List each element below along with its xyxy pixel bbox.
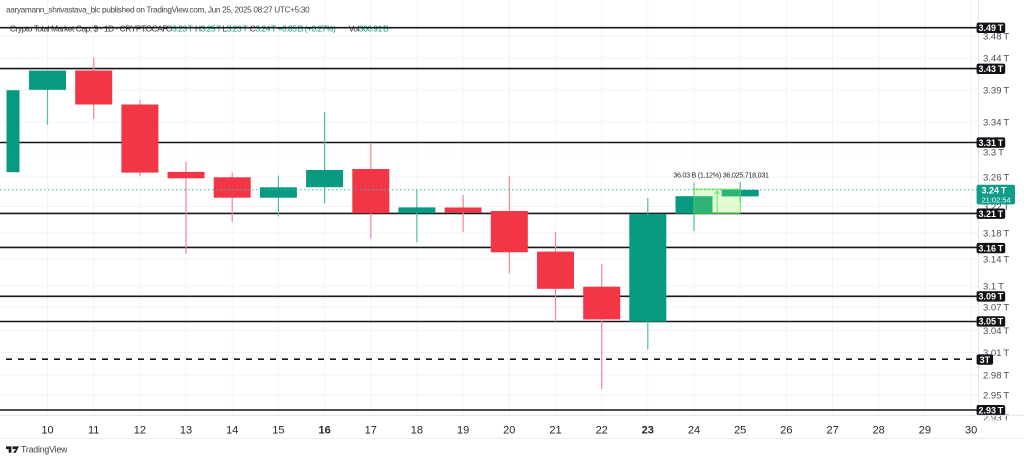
svg-text:16: 16 <box>318 425 330 437</box>
svg-text:21: 21 <box>549 425 561 437</box>
svg-text:aaryamann_shrivastava_blc publ: aaryamann_shrivastava_blc published on T… <box>6 4 310 14</box>
svg-text:3.22 T: 3.22 T <box>983 202 1009 213</box>
svg-text:TradingView: TradingView <box>21 445 68 455</box>
svg-text:12: 12 <box>134 425 146 437</box>
svg-text:30: 30 <box>965 425 977 437</box>
svg-text:3.48 T: 3.48 T <box>983 32 1009 43</box>
svg-text:3.21 T: 3.21 T <box>978 209 1003 219</box>
svg-text:3.39 T: 3.39 T <box>983 85 1009 96</box>
svg-text:3T: 3T <box>980 355 991 365</box>
svg-text:3.24 T: 3.24 T <box>982 186 1007 196</box>
svg-text:3.09 T: 3.09 T <box>978 292 1003 302</box>
svg-text:19: 19 <box>457 425 469 437</box>
svg-text:28: 28 <box>873 425 885 437</box>
svg-text:11: 11 <box>88 425 99 437</box>
svg-text:25: 25 <box>734 425 746 437</box>
svg-text:3.05 T: 3.05 T <box>978 317 1003 327</box>
svg-text:2.93 T: 2.93 T <box>978 405 1003 415</box>
svg-text:10: 10 <box>41 425 53 437</box>
svg-text:14: 14 <box>226 425 238 437</box>
svg-text:2.98 T: 2.98 T <box>983 370 1009 381</box>
svg-text:3.26 T: 3.26 T <box>983 172 1009 183</box>
svg-text:3.18 T: 3.18 T <box>983 228 1009 239</box>
svg-text:Crypto Total Market Cap, $ · 1: Crypto Total Market Cap, $ · 1D · CRYPTO… <box>10 24 389 34</box>
svg-text:29: 29 <box>919 425 931 437</box>
svg-text:24: 24 <box>688 425 700 437</box>
svg-text:3.49 T: 3.49 T <box>978 23 1003 33</box>
svg-text:22: 22 <box>596 425 608 437</box>
svg-text:36.03 B (1.12%) 36,025,718,031: 36.03 B (1.12%) 36,025,718,031 <box>673 171 769 180</box>
svg-text:20: 20 <box>503 425 515 437</box>
svg-text:3.3 T: 3.3 T <box>983 147 1004 158</box>
svg-text:3.34 T: 3.34 T <box>983 117 1009 128</box>
svg-text:3.31 T: 3.31 T <box>978 138 1003 148</box>
svg-text:26: 26 <box>780 425 792 437</box>
svg-text:3.44 T: 3.44 T <box>983 53 1009 64</box>
svg-text:15: 15 <box>272 425 284 437</box>
svg-text:23: 23 <box>642 425 654 437</box>
svg-text:3.04 T: 3.04 T <box>983 326 1009 337</box>
svg-text:3.14 T: 3.14 T <box>983 254 1009 265</box>
svg-text:21:02:54: 21:02:54 <box>982 196 1011 205</box>
svg-text:3.07 T: 3.07 T <box>983 302 1009 313</box>
svg-text:18: 18 <box>411 425 423 437</box>
svg-text:3.16 T: 3.16 T <box>978 243 1003 253</box>
svg-text:13: 13 <box>180 425 192 437</box>
svg-text:2.95 T: 2.95 T <box>983 390 1009 401</box>
svg-text:2.93 T: 2.93 T <box>983 413 1009 424</box>
svg-text:17: 17 <box>365 425 377 437</box>
svg-text:3.1 T: 3.1 T <box>983 281 1004 292</box>
svg-text:3.01 T: 3.01 T <box>983 348 1009 359</box>
svg-text:3.43 T: 3.43 T <box>978 64 1003 74</box>
svg-text:27: 27 <box>826 425 838 437</box>
